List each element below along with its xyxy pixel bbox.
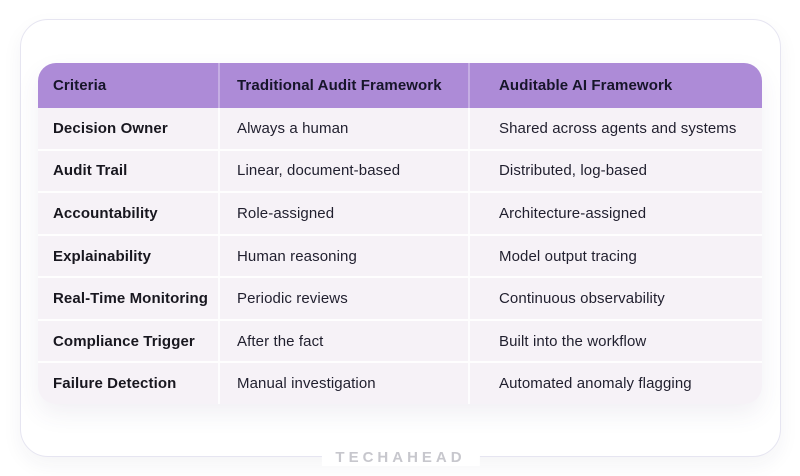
- column-header-auditable: Auditable AI Framework: [468, 63, 762, 108]
- cell-criteria: Audit Trail: [53, 162, 128, 180]
- cell-criteria: Decision Owner: [53, 119, 168, 137]
- table-row: Audit Trail Linear, document-based Distr…: [38, 148, 762, 192]
- table-row: Compliance Trigger After the fact Built …: [38, 318, 762, 362]
- cell-auditable: Built into the workflow: [468, 320, 762, 362]
- table-row: Accountability Role-assigned Architectur…: [38, 191, 762, 234]
- techahead-logo: TECHAHEAD: [321, 449, 480, 466]
- cell-auditable: Automated anomaly flagging: [468, 363, 762, 404]
- table-row: Real-Time Monitoring Periodic reviews Co…: [38, 276, 762, 319]
- cell-auditable: Architecture-assigned: [468, 193, 762, 234]
- comparison-table: Criteria Traditional Audit Framework Aud…: [38, 63, 762, 404]
- cell-criteria: Real-Time Monitoring: [53, 290, 209, 308]
- cell-traditional: Periodic reviews: [218, 278, 468, 319]
- table-row: Decision Owner Always a human Shared acr…: [38, 108, 762, 149]
- cell-auditable: Continuous observability: [468, 278, 762, 319]
- cell-auditable: Shared across agents and systems: [468, 108, 762, 149]
- comparison-card: Criteria Traditional Audit Framework Aud…: [20, 19, 781, 466]
- table-row: Failure Detection Manual investigation A…: [38, 361, 762, 404]
- column-header-criteria: Criteria: [53, 77, 107, 94]
- table-header-row: Criteria Traditional Audit Framework Aud…: [38, 63, 762, 108]
- cell-traditional: After the fact: [218, 320, 468, 362]
- cell-traditional: Always a human: [218, 108, 468, 149]
- column-header-traditional: Traditional Audit Framework: [218, 63, 468, 108]
- cell-criteria: Compliance Trigger: [53, 332, 195, 350]
- cell-criteria: Accountability: [53, 204, 158, 222]
- table-row: Explainability Human reasoning Model out…: [38, 233, 762, 277]
- cell-auditable: Model output tracing: [468, 235, 762, 277]
- cell-criteria: Failure Detection: [53, 375, 177, 393]
- cell-traditional: Manual investigation: [218, 363, 468, 404]
- cell-auditable: Distributed, log-based: [468, 150, 762, 192]
- cell-traditional: Role-assigned: [218, 193, 468, 234]
- cell-traditional: Linear, document-based: [218, 150, 468, 192]
- cell-criteria: Explainability: [53, 247, 152, 265]
- table-body: Decision Owner Always a human Shared acr…: [38, 108, 762, 404]
- cell-traditional: Human reasoning: [218, 235, 468, 277]
